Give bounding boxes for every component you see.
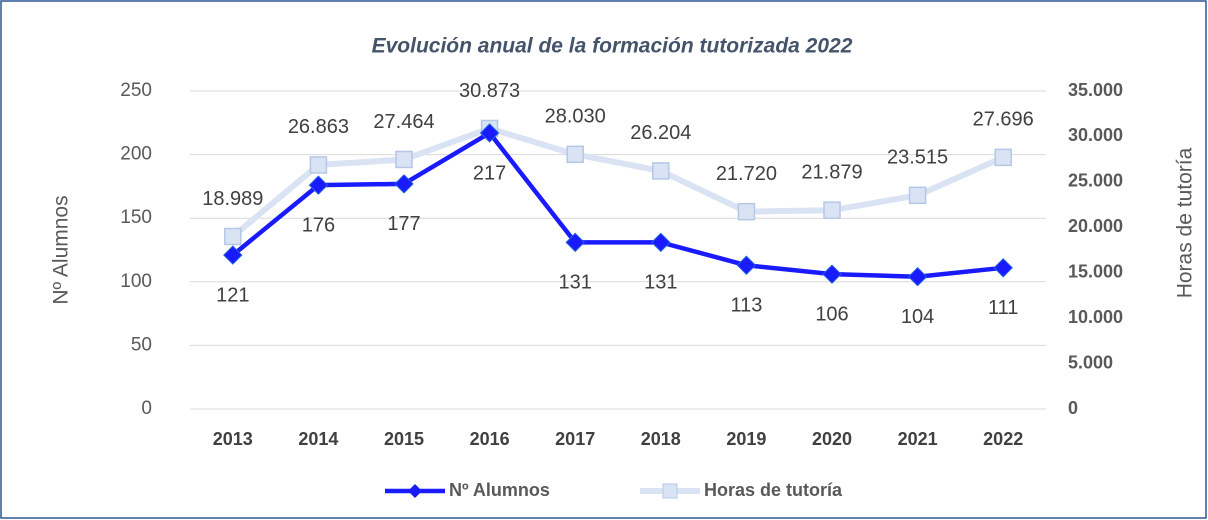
data-point [736,255,757,275]
y-tick-label: 200 [120,144,152,165]
y2-tick-label: 20.000 [1068,216,1123,236]
legend-marker [408,484,422,498]
legend-marker [662,483,678,499]
x-tick-label: 2018 [641,429,681,449]
data-label: 176 [302,214,335,236]
data-point [993,258,1013,278]
data-point [308,175,329,195]
data-point [994,148,1012,167]
y2-tick-label: 0 [1068,398,1078,418]
y-tick-label: 0 [141,398,152,419]
data-point [908,186,927,205]
data-label: 177 [387,213,420,235]
data-label: 21.720 [716,163,777,185]
data-point [907,267,928,287]
data-label: 131 [559,272,592,294]
chart-title: Evolución anual de la formación tutoriza… [372,35,853,58]
data-label: 217 [473,162,506,184]
x-tick-label: 2022 [983,429,1023,449]
data-label: 26.863 [288,116,349,138]
y2-tick-label: 15.000 [1068,261,1123,281]
data-point [479,123,500,143]
series-line [230,125,1005,239]
y-tick-label: 250 [120,80,152,101]
data-label: 26.204 [630,122,691,144]
y-tick-label: 50 [131,334,152,355]
data-point [566,145,584,164]
data-label: 23.515 [887,147,948,169]
legend-label: Horas de tutoría [704,480,843,500]
data-point [395,150,413,169]
y2-tick-label: 5.000 [1068,352,1113,372]
data-label: 121 [216,284,249,306]
data-point [652,162,670,180]
y2-tick-label: 25.000 [1068,171,1123,191]
y-tick-label: 100 [120,271,152,292]
data-point [224,227,242,246]
data-point [223,245,243,265]
data-label: 106 [815,303,848,325]
data-label: 28.030 [545,106,606,128]
data-label: 131 [644,272,677,294]
x-tick-label: 2019 [726,429,766,449]
data-point [823,201,841,219]
y2-tick-label: 10.000 [1068,307,1123,327]
data-point [565,232,585,253]
x-tick-label: 2015 [384,429,424,449]
series-line [231,130,1004,279]
x-tick-label: 2021 [898,429,938,449]
x-tick-label: 2014 [298,429,338,449]
data-point [822,264,842,284]
data-point [651,232,671,253]
y2-axis-label: Horas de tutoría [1174,147,1197,298]
data-label: 111 [988,297,1018,319]
x-tick-label: 2020 [812,429,852,449]
x-tick-label: 2017 [555,429,595,449]
data-point [394,174,414,194]
data-label: 104 [901,306,934,328]
data-label: 21.879 [801,161,862,183]
y2-tick-label: 30.000 [1068,125,1123,145]
data-label: 27.464 [373,111,434,133]
data-point [309,156,328,174]
y-tick-label: 150 [120,207,152,228]
y-axis-label: Nº Alumnos [50,195,73,304]
x-tick-label: 2016 [470,429,510,449]
legend-label: Nº Alumnos [449,480,550,500]
data-label: 30.873 [459,80,520,102]
y2-tick-label: 35.000 [1068,80,1123,100]
data-label: 27.696 [973,109,1034,131]
x-tick-label: 2013 [213,429,253,449]
data-label: 18.989 [202,188,263,210]
data-point [737,202,756,221]
data-label: 113 [730,295,762,317]
